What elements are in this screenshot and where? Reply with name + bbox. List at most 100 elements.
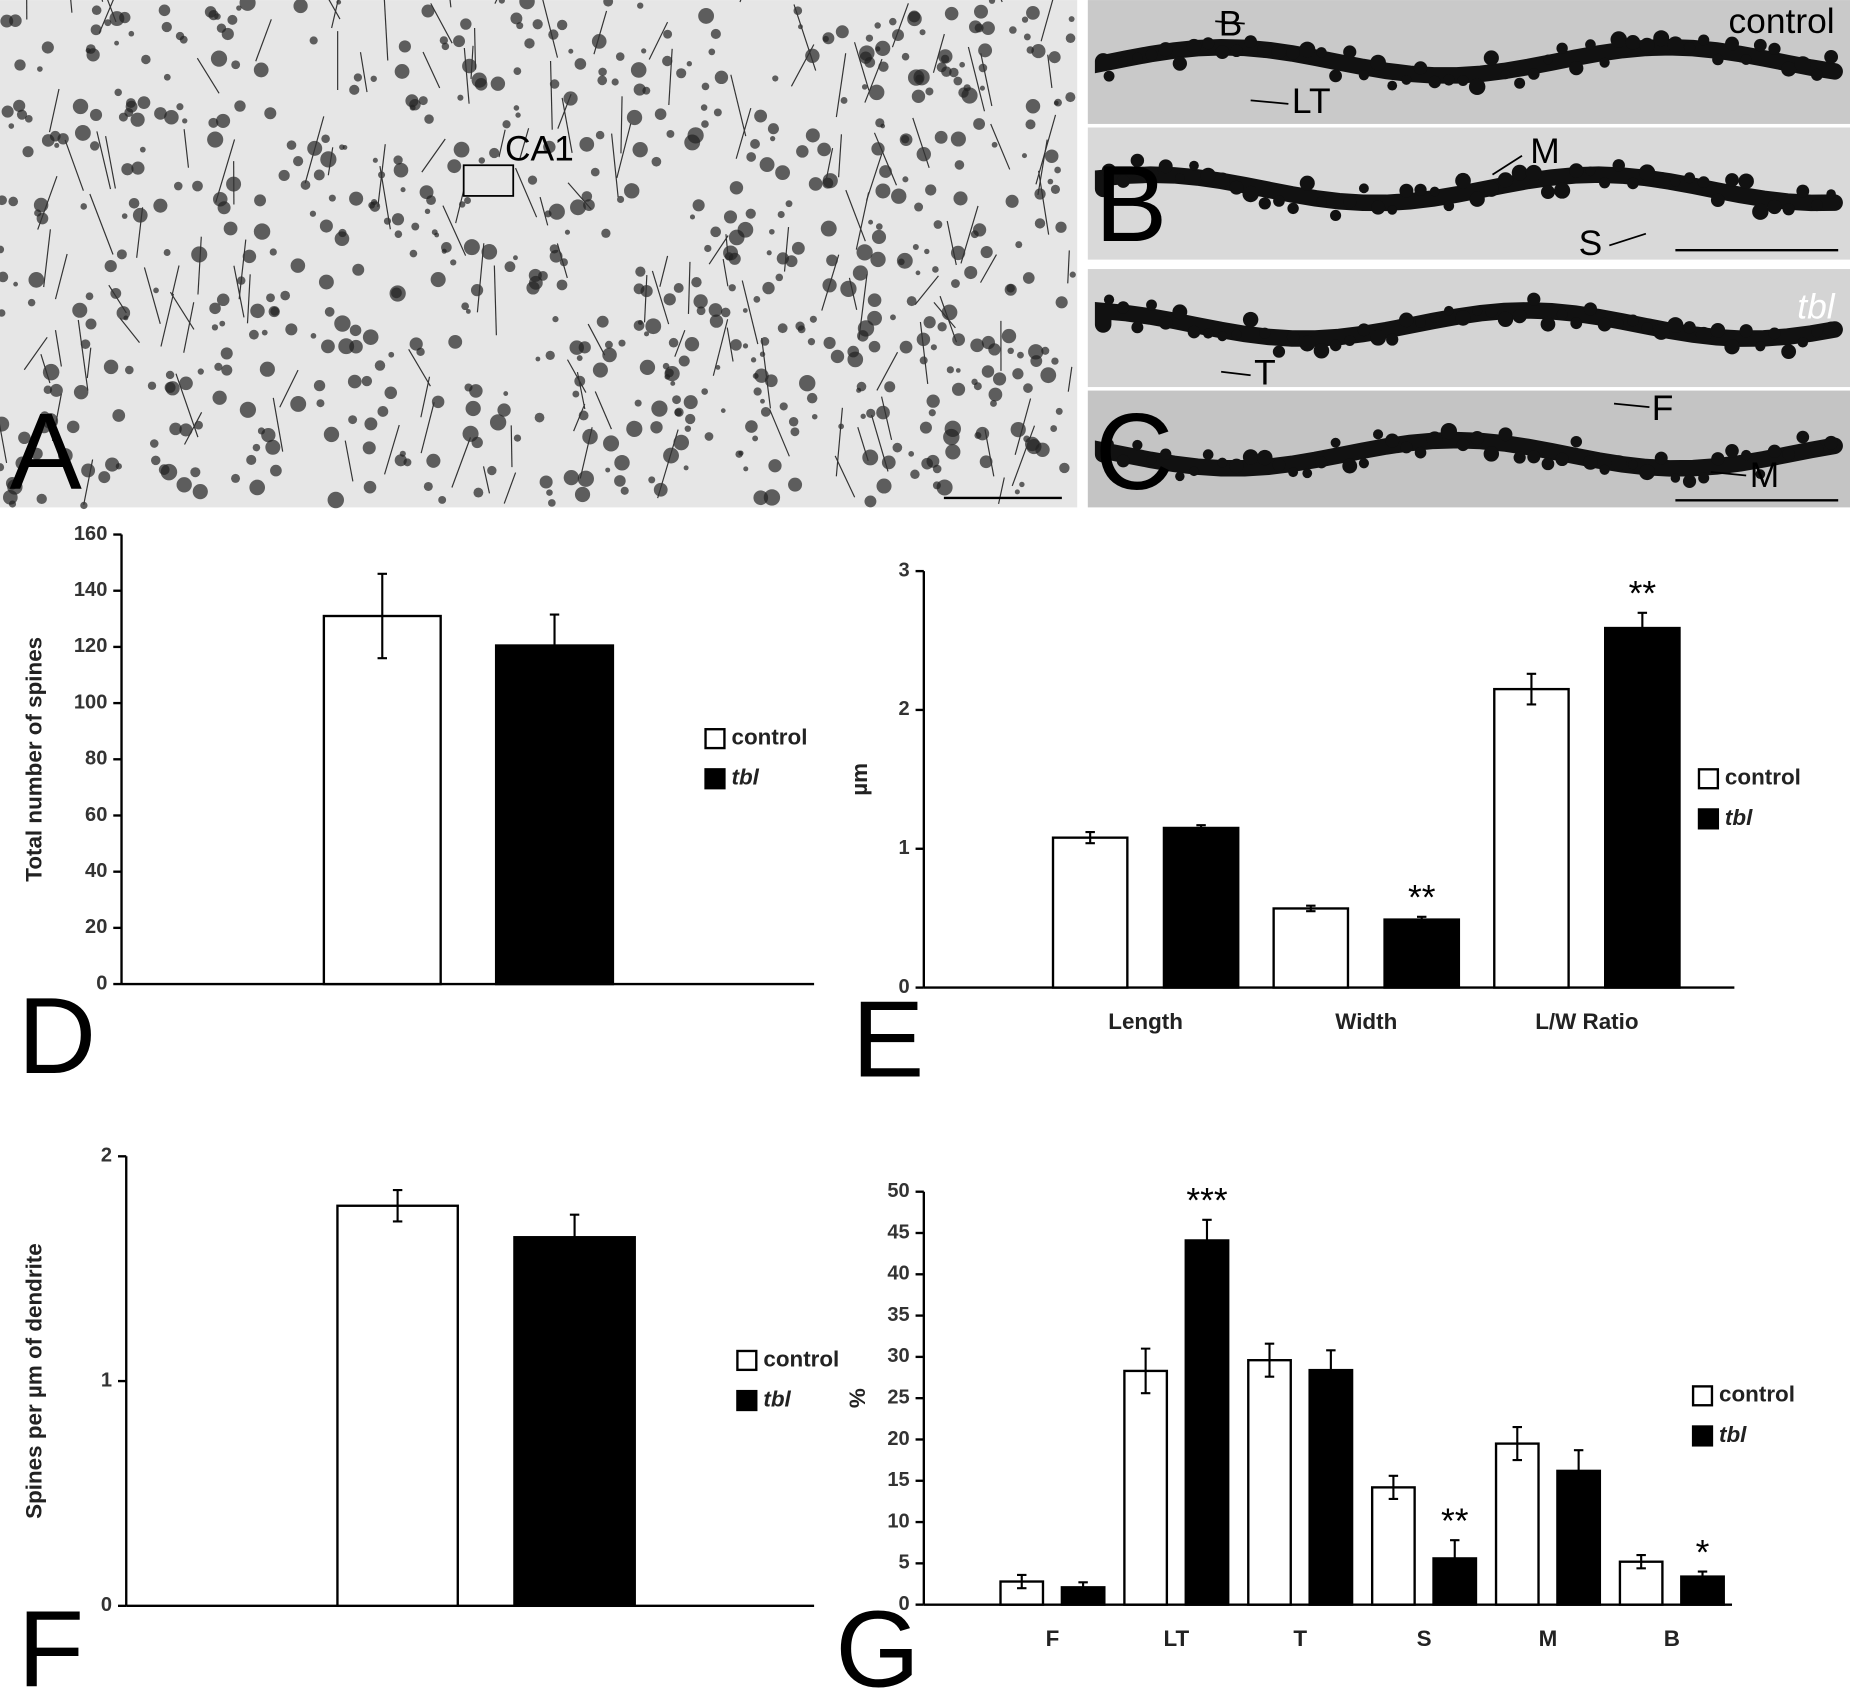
spine xyxy=(1385,433,1400,448)
neurite xyxy=(183,412,203,445)
spine xyxy=(1132,439,1143,451)
cell xyxy=(348,415,358,425)
cell xyxy=(105,457,120,472)
cell xyxy=(856,387,862,393)
cell xyxy=(313,379,326,392)
cell xyxy=(132,207,148,223)
cell xyxy=(674,407,684,417)
spine xyxy=(1556,309,1568,321)
cell xyxy=(543,140,556,154)
cell xyxy=(737,221,754,238)
neurite xyxy=(865,153,883,201)
spine xyxy=(1273,195,1285,207)
neurite xyxy=(984,429,995,477)
neurite xyxy=(54,253,68,300)
cell xyxy=(693,294,708,309)
cell xyxy=(639,359,656,376)
cell xyxy=(663,447,679,464)
spine xyxy=(1725,444,1739,458)
x-tick-label: F xyxy=(1046,1626,1060,1651)
cell xyxy=(374,360,386,371)
cell xyxy=(153,198,168,213)
cell xyxy=(270,306,280,316)
panel-a-image xyxy=(0,0,1078,508)
spine xyxy=(1387,80,1398,91)
cell xyxy=(393,162,409,178)
legend-swatch xyxy=(704,728,726,750)
spine xyxy=(1767,444,1782,459)
neurite xyxy=(327,147,334,176)
spine xyxy=(1160,448,1172,460)
neurite xyxy=(932,33,945,73)
cell xyxy=(141,54,151,65)
cell xyxy=(234,100,246,112)
spine xyxy=(1455,172,1471,189)
neurite xyxy=(383,424,400,475)
cell xyxy=(668,337,679,348)
cell xyxy=(779,402,788,411)
cell xyxy=(874,22,881,29)
inset-box xyxy=(462,164,515,197)
cell xyxy=(441,42,450,51)
bar xyxy=(1272,907,1350,989)
spine xyxy=(1158,159,1173,174)
spine xyxy=(1286,46,1300,60)
cell xyxy=(300,180,311,190)
spine xyxy=(1543,54,1553,65)
neurite xyxy=(54,330,62,367)
neurite xyxy=(196,57,220,94)
cell xyxy=(875,40,891,56)
spine xyxy=(1131,321,1144,334)
cell xyxy=(710,28,721,40)
cell xyxy=(114,88,122,97)
spine xyxy=(1597,317,1612,332)
cell xyxy=(934,130,948,144)
cell xyxy=(212,390,227,405)
neurite xyxy=(420,402,435,454)
cell xyxy=(388,351,395,358)
spine xyxy=(1401,74,1412,85)
cell xyxy=(246,454,257,466)
spine xyxy=(1287,202,1299,215)
cell xyxy=(601,228,611,238)
cell xyxy=(319,219,333,233)
cell xyxy=(1069,271,1076,278)
cell xyxy=(743,466,749,472)
spine xyxy=(1189,466,1199,477)
cell xyxy=(321,339,335,354)
spine xyxy=(1653,30,1670,47)
error-bar xyxy=(1085,831,1095,845)
neurite xyxy=(967,46,986,112)
y-tick-label: 60 xyxy=(85,804,107,826)
error-bar xyxy=(1017,1573,1027,1590)
cell xyxy=(981,335,996,350)
spine xyxy=(1103,70,1115,82)
cell xyxy=(109,11,125,27)
cell xyxy=(616,195,625,204)
cell xyxy=(568,48,574,54)
cell xyxy=(278,169,290,182)
spine xyxy=(1638,164,1656,181)
cell xyxy=(515,112,521,118)
cell xyxy=(519,0,535,10)
cell xyxy=(564,229,571,235)
cell xyxy=(524,38,535,49)
cell xyxy=(370,75,377,82)
cell xyxy=(683,395,698,410)
neurite xyxy=(557,94,572,129)
cell xyxy=(944,420,961,438)
cell xyxy=(362,329,379,345)
cell xyxy=(1034,218,1046,229)
cell xyxy=(723,210,738,224)
cell xyxy=(954,160,965,170)
neurite xyxy=(783,227,790,272)
spine xyxy=(1242,449,1259,465)
neurite xyxy=(611,133,619,198)
cell xyxy=(290,396,307,412)
neurite xyxy=(279,369,299,408)
spine xyxy=(1684,172,1696,184)
cell xyxy=(280,290,291,301)
cell xyxy=(175,31,185,41)
panel-letter: E xyxy=(852,979,924,1100)
cell xyxy=(811,413,818,420)
